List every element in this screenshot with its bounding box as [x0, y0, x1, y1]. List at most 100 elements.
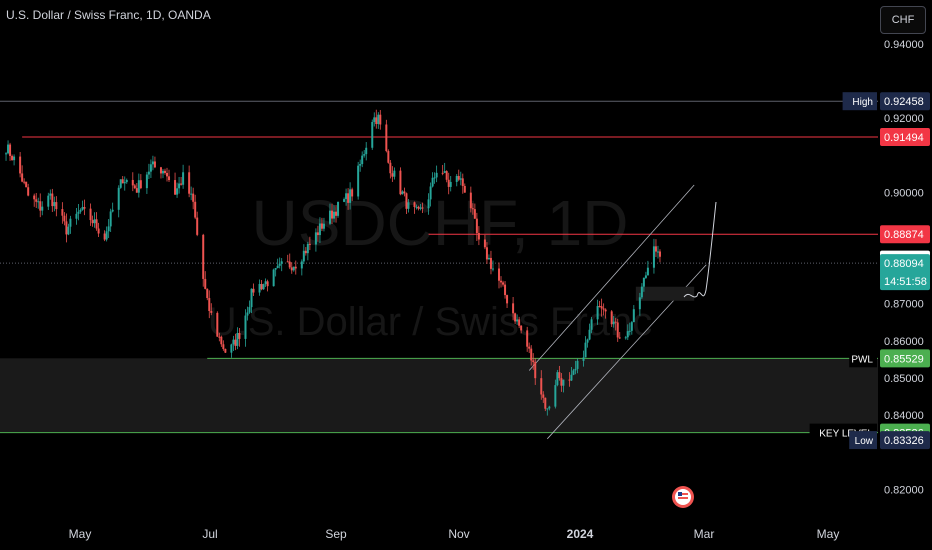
candle-body-69	[196, 217, 199, 235]
price-tag-label-p0: High	[852, 97, 873, 108]
candle-body-213	[602, 308, 605, 310]
candle-body-33	[95, 219, 98, 229]
candle-body-82	[234, 339, 237, 346]
candle-body-47	[135, 188, 138, 193]
candle-body-60	[174, 180, 177, 195]
candle-body-219	[618, 337, 621, 339]
candle-body-147	[417, 206, 420, 209]
candle-body-233	[658, 251, 661, 257]
candle-body-156	[443, 171, 446, 173]
candle-body-223	[630, 322, 633, 331]
y-tick-7: 0.82000	[884, 484, 924, 496]
candle-body-57	[163, 170, 166, 173]
candle-body-75	[216, 312, 219, 337]
candle-body-62	[178, 183, 181, 189]
candle-body-68	[194, 201, 197, 218]
candle-body-43	[123, 182, 126, 184]
candle-body-97	[276, 265, 279, 268]
price-tag-p0	[880, 92, 930, 111]
watermark-description: U.S. Dollar / Swiss Franc	[208, 300, 653, 344]
candle-body-27	[79, 209, 82, 212]
candle-body-158	[447, 179, 450, 187]
candle-body-175	[498, 268, 501, 281]
candle-body-215	[610, 311, 613, 325]
candle-body-10	[33, 195, 36, 200]
candle-body-3	[11, 155, 14, 161]
candle-body-88	[250, 288, 253, 308]
candle-body-20	[61, 209, 64, 216]
candle-body-188	[532, 360, 535, 363]
candle-body-95	[272, 269, 275, 287]
price-tag-value-level-0: 0.91494	[884, 132, 924, 144]
candle-body-1	[7, 144, 10, 154]
candle-body-11	[35, 199, 38, 202]
candle-body-32	[93, 219, 96, 224]
candle-body-117	[333, 211, 336, 219]
candle-body-17	[51, 193, 54, 207]
price-tag-p3	[880, 431, 930, 450]
candle-body-200	[568, 379, 571, 381]
candle-body-171	[485, 247, 488, 260]
candle-body-51	[147, 171, 150, 175]
candle-body-24	[69, 218, 72, 227]
candle-body-198	[560, 378, 563, 386]
event-flag-stripe-2	[678, 497, 688, 499]
candle-body-140	[399, 170, 402, 195]
candle-body-13	[39, 201, 42, 211]
price-tag-label-bg-p0	[842, 92, 877, 111]
candle-body-228	[644, 275, 647, 278]
candle-body-176	[500, 280, 503, 283]
candle-body-225	[638, 297, 641, 310]
candle-body-144	[407, 202, 410, 209]
candle-body-77	[220, 336, 223, 345]
candle-body-196	[556, 372, 559, 386]
candle-body-216	[612, 321, 615, 325]
event-flag-stripe-1	[678, 493, 688, 495]
projection-sketch	[683, 201, 717, 298]
currency-button[interactable]: CHF	[880, 6, 926, 34]
candle-body-93	[264, 281, 267, 285]
candle-body-86	[246, 312, 249, 316]
candle-body-59	[168, 176, 171, 181]
candle-body-145	[413, 202, 416, 208]
candle-body-217	[614, 321, 617, 323]
candle-body-106	[302, 250, 305, 262]
candle-body-114	[322, 223, 325, 229]
price-tag-label-level-2: PWL	[851, 354, 873, 365]
candle-body-165	[469, 192, 472, 209]
candle-body-204	[576, 360, 579, 369]
candle-body-221	[626, 331, 629, 338]
candle-body-23	[67, 226, 70, 235]
price-tag-value-p0: 0.92458	[884, 96, 924, 108]
candle-body-46	[133, 185, 136, 189]
candle-body-153	[433, 177, 436, 179]
price-tag-label-bg-level-2	[849, 349, 877, 368]
candle-body-161	[457, 176, 460, 180]
y-tick-6: 0.84000	[884, 410, 924, 422]
candle-body-180	[512, 303, 515, 314]
candle-body-96	[274, 267, 277, 270]
candle-body-136	[387, 151, 390, 163]
candle-body-0	[5, 153, 8, 155]
candle-body-103	[292, 266, 295, 271]
candle-body-135	[385, 124, 388, 152]
candle-body-89	[252, 288, 255, 293]
candle-body-124	[351, 189, 354, 197]
candle-body-22	[65, 221, 68, 235]
candle-body-66	[190, 193, 193, 195]
candle-body-160	[455, 176, 458, 182]
candle-body-214	[604, 309, 607, 312]
candle-body-141	[401, 191, 404, 195]
candle-body-8	[25, 181, 28, 188]
candle-body-35	[103, 233, 106, 240]
candle-body-64	[182, 172, 185, 185]
candle-body-177	[502, 282, 505, 285]
candle-body-65	[188, 172, 191, 194]
candle-body-49	[139, 180, 142, 189]
candle-body-74	[210, 311, 213, 313]
candle-body-48	[137, 180, 140, 193]
candle-body-25	[75, 213, 78, 219]
candle-body-9	[27, 187, 30, 196]
candle-body-130	[371, 121, 374, 148]
